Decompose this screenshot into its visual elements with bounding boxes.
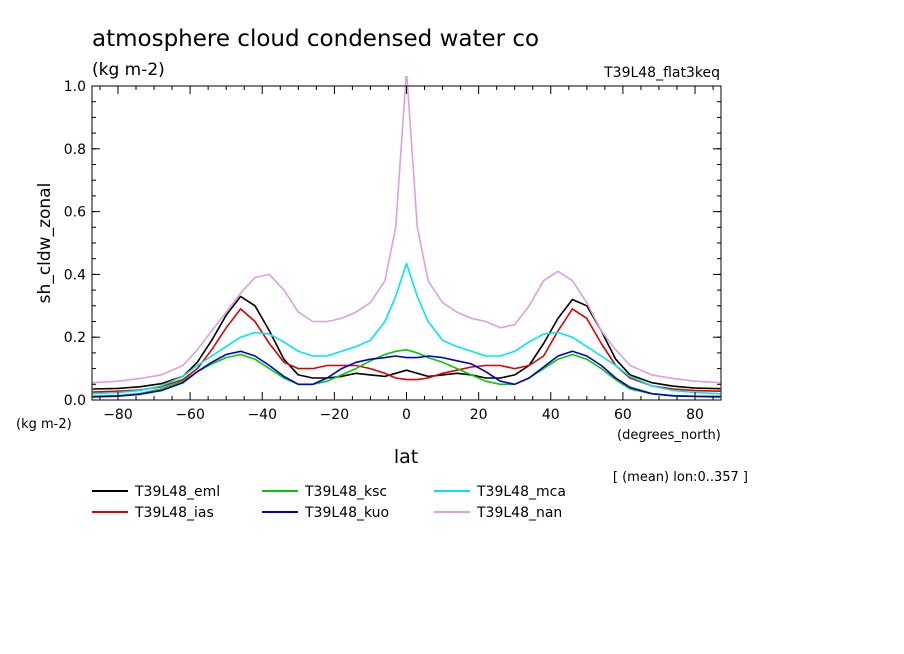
legend-label-T39L48_ias: T39L48_ias bbox=[134, 505, 214, 521]
series-line-T39L48_nan bbox=[92, 76, 721, 384]
chart-subtitle: (kg m-2) bbox=[92, 60, 165, 80]
legend-label-T39L48_mca: T39L48_mca bbox=[476, 484, 566, 500]
y-tick-label: 0.4 bbox=[64, 267, 86, 283]
x-units-label: (degrees_north) bbox=[617, 428, 721, 443]
series-line-T39L48_ksc bbox=[92, 348, 721, 398]
series-line-T39L48_ias bbox=[92, 308, 721, 393]
legend: T39L48_eml T39L48_ias T39L48_ksc T39L48_kuo… bbox=[92, 484, 566, 521]
x-tick-label: −80 bbox=[103, 407, 133, 423]
y-tick-label: 0.2 bbox=[64, 330, 86, 346]
legend-label-T39L48_eml: T39L48_eml bbox=[134, 484, 220, 500]
x-tick-label: 20 bbox=[470, 407, 488, 423]
footnote: [ (mean) lon:0..357 ] bbox=[613, 470, 748, 485]
x-tick-label: −20 bbox=[320, 407, 350, 423]
legend-label-T39L48_kuo: T39L48_kuo bbox=[304, 505, 389, 521]
series-line-T39L48_mca bbox=[92, 262, 721, 395]
y-tick-label: 0.6 bbox=[64, 205, 86, 221]
x-tick-label: 40 bbox=[542, 407, 560, 423]
y-tick-label: 0.8 bbox=[64, 142, 86, 158]
series-line-T39L48_kuo bbox=[92, 350, 721, 398]
y-units-label: (kg m-2) bbox=[16, 417, 72, 432]
run-label: T39L48_flat3keq bbox=[603, 65, 720, 81]
chart-title: atmosphere cloud condensed water co bbox=[92, 26, 539, 52]
x-tick-label: −60 bbox=[175, 407, 205, 423]
legend-label-T39L48_nan: T39L48_nan bbox=[476, 505, 562, 521]
x-tick-label: −40 bbox=[247, 407, 277, 423]
x-axis-label: lat bbox=[394, 446, 418, 468]
x-tick-label: 0 bbox=[402, 407, 411, 423]
y-axis-label: sh_cldw_zonal bbox=[35, 183, 55, 304]
y-tick-label: 1.0 bbox=[64, 79, 86, 95]
x-tick-label: 80 bbox=[686, 407, 704, 423]
series-lines bbox=[92, 76, 721, 398]
legend-label-T39L48_ksc: T39L48_ksc bbox=[304, 484, 387, 500]
y-tick-label: 0.0 bbox=[64, 393, 86, 409]
x-tick-label: 60 bbox=[614, 407, 632, 423]
axes: 0.0 0.2 0.4 0.6 0.8 1.0 −80 −60 −40 −20 0 20 40 60 80 bbox=[64, 79, 722, 423]
series-line-T39L48_eml bbox=[92, 295, 721, 390]
